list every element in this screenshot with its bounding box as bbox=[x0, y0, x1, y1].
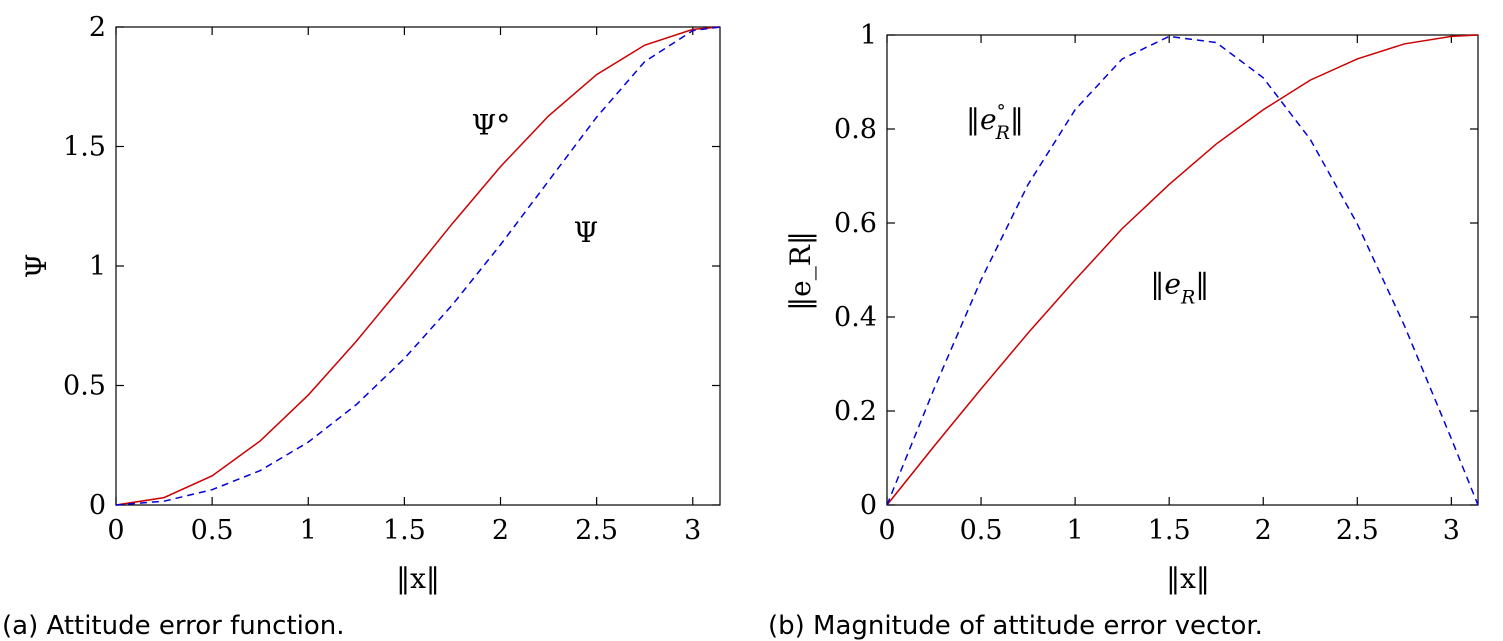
x-tick-label: 2 bbox=[492, 515, 509, 546]
series-line-primary bbox=[115, 26, 721, 506]
x-tick-label: 0 bbox=[878, 515, 895, 546]
x-tick-label: 3 bbox=[1443, 515, 1460, 546]
y-tick-label: 0 bbox=[860, 490, 877, 521]
chart-panel-b: 0 0.5 1 1.5 2 2.5 3 0 0.2 0.4 0.6 0.8 1 ‖e° R‖ ‖eR‖ ‖x… bbox=[768, 20, 1479, 641]
y-axis-label-a: Ψ bbox=[20, 254, 53, 279]
x-tick-label: 1.5 bbox=[383, 515, 426, 546]
series-annotation: Ψ bbox=[574, 216, 599, 249]
ticks-b: 0 0.5 1 1.5 2 2.5 3 0 0.2 0.4 0.6 0.8 1 bbox=[834, 20, 1478, 546]
x-tick-label: 0.5 bbox=[191, 515, 234, 546]
y-tick-label: 0.8 bbox=[834, 114, 877, 145]
x-tick-label: 2 bbox=[1255, 515, 1272, 546]
x-tick-label: 2.5 bbox=[1336, 515, 1379, 546]
chart-panel-a: 0 0.5 1 1.5 2 2.5 3 0 0.5 1 1.5 2 Ψ° Ψ ‖x‖ Ψ (a) Att… bbox=[2, 12, 721, 641]
annotations-b: ‖e° R‖ ‖eR‖ bbox=[966, 101, 1209, 309]
annotations-a: Ψ° Ψ bbox=[472, 109, 598, 250]
x-tick-label: 1 bbox=[1067, 515, 1084, 546]
y-tick-label: 0 bbox=[89, 490, 106, 521]
y-tick-label: 1 bbox=[860, 20, 877, 51]
x-tick-label: 2.5 bbox=[575, 515, 618, 546]
series-line-primary bbox=[886, 34, 1479, 506]
series-a bbox=[115, 26, 721, 506]
y-axis-label-b: ‖e_R‖ bbox=[784, 231, 817, 311]
x-tick-label: 1 bbox=[300, 515, 317, 546]
caption-a: (a) Attitude error function. bbox=[2, 611, 345, 641]
x-tick-label: 3 bbox=[684, 515, 701, 546]
y-tick-label: 1 bbox=[89, 251, 106, 282]
series-b bbox=[886, 34, 1479, 506]
caption-b: (b) Magnitude of attitude error vector. bbox=[768, 611, 1263, 641]
x-axis-label-a: ‖x‖ bbox=[396, 562, 440, 595]
series-annotation: ‖eR‖ bbox=[1150, 268, 1209, 309]
x-axis-label-b: ‖x‖ bbox=[1166, 562, 1210, 595]
y-tick-label: 0.2 bbox=[834, 396, 877, 427]
ticks-a: 0 0.5 1 1.5 2 2.5 3 0 0.5 1 1.5 2 bbox=[63, 12, 720, 546]
series-line-secondary bbox=[115, 26, 721, 506]
plot-frame-b bbox=[886, 34, 1479, 506]
y-tick-label: 0.5 bbox=[63, 371, 106, 402]
series-annotation: ‖e° R‖ bbox=[966, 101, 1024, 144]
x-tick-label: 0.5 bbox=[960, 515, 1003, 546]
y-tick-label: 1.5 bbox=[63, 132, 106, 163]
y-tick-label: 0.6 bbox=[834, 208, 877, 239]
x-tick-label: 0 bbox=[107, 515, 124, 546]
y-tick-label: 2 bbox=[89, 12, 106, 43]
series-annotation: Ψ° bbox=[472, 109, 511, 142]
y-tick-label: 0.4 bbox=[834, 302, 877, 333]
x-tick-label: 1.5 bbox=[1148, 515, 1191, 546]
